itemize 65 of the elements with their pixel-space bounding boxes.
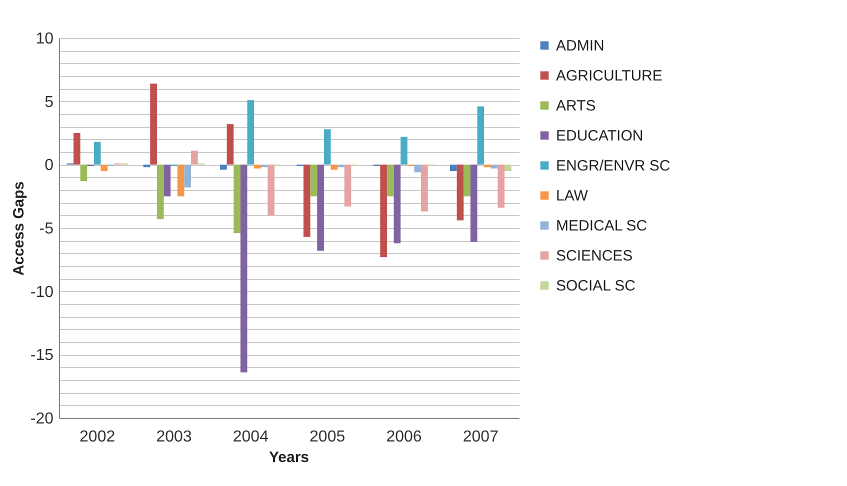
bar — [324, 129, 331, 165]
bar — [150, 84, 157, 165]
x-tick-label: 2002 — [80, 428, 116, 446]
legend-label: SCIENCES — [556, 248, 633, 264]
bar — [226, 124, 234, 165]
bar — [143, 164, 150, 168]
x-tick-label: 2005 — [310, 428, 346, 446]
y-tick-label: 10 — [36, 30, 54, 48]
y-axis-title: Access Gaps — [10, 181, 28, 276]
bar — [344, 164, 352, 206]
bar — [303, 164, 310, 237]
legend-label: SOCIAL SC — [556, 278, 636, 294]
bar — [164, 164, 171, 196]
bar — [220, 164, 227, 170]
bar — [477, 106, 484, 165]
y-tick-label: -20 — [30, 410, 54, 428]
x-axis-title: Years — [268, 449, 310, 466]
bar — [330, 164, 338, 170]
y-tick-label: -5 — [39, 220, 54, 238]
legend-label: ENGR/ENVR SC — [556, 158, 670, 174]
legend-label: ADMIN — [556, 38, 604, 54]
bar — [504, 164, 512, 171]
legend-label: AGRICULTURE — [556, 68, 662, 84]
bar — [234, 164, 240, 234]
x-tick-label: 2004 — [232, 428, 269, 446]
bar — [254, 164, 261, 168]
bar — [386, 164, 394, 196]
bar — [414, 164, 422, 172]
bar — [421, 164, 428, 212]
bar — [484, 164, 491, 168]
bar — [464, 164, 470, 196]
y-tick-label: 5 — [44, 94, 54, 111]
x-tick-label: 2007 — [462, 428, 499, 446]
bar — [310, 164, 318, 196]
bar — [100, 164, 108, 171]
bar — [268, 164, 275, 216]
y-tick-label: -10 — [30, 284, 54, 301]
legend-label: ARTS — [556, 98, 596, 114]
bar — [470, 164, 478, 242]
legend-label: EDUCATION — [556, 128, 644, 144]
y-tick-label: 0 — [44, 157, 54, 174]
bar — [240, 164, 248, 372]
bar — [456, 164, 464, 220]
bar — [191, 150, 198, 165]
bar — [80, 164, 88, 182]
bar — [177, 164, 184, 196]
bar — [73, 133, 80, 165]
bar — [338, 164, 344, 168]
bar — [490, 164, 498, 168]
bar — [184, 164, 192, 188]
x-tick-label: 2003 — [156, 428, 192, 446]
bar — [450, 164, 457, 171]
bar — [498, 164, 505, 208]
bar — [247, 100, 254, 165]
bar — [380, 164, 387, 258]
legend-label: LAW — [556, 188, 589, 204]
bar — [260, 164, 268, 168]
legend-label: MEDICAL SC — [556, 218, 648, 234]
bar — [400, 136, 408, 165]
x-tick-label: 2006 — [386, 428, 422, 446]
bar — [317, 164, 324, 251]
bar — [156, 164, 164, 220]
bar — [394, 164, 401, 244]
bar — [94, 142, 101, 165]
y-tick-label: -15 — [30, 347, 54, 364]
